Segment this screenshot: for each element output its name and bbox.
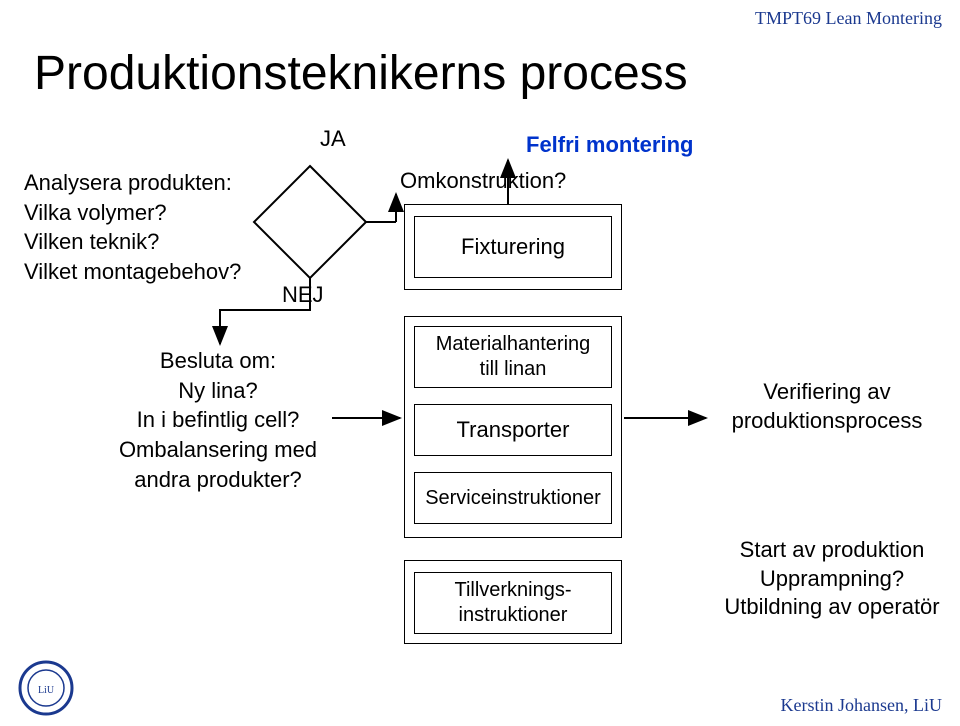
pp-inner-1-1: Transporter [414,404,612,456]
decide-line-4: andra produkter? [88,465,348,495]
decide-line-0: Besluta om: [88,346,348,376]
felfri-label: Felfri montering [526,132,693,158]
pp-inner-1-0: Materialhantering till linan [414,326,612,388]
right-start-block: Start av produktion Upprampning? Utbildn… [712,536,952,622]
pp-inner-1-2: Serviceinstruktioner [414,472,612,524]
decide-line-3: Ombalansering med [88,435,348,465]
pp-inner-2-0: Tillverknings- instruktioner [414,572,612,634]
analyze-line-3: Vilket montagebehov? [24,257,284,287]
right-start-line-1: Upprampning? [712,565,952,594]
decision-nej-label: NEJ [282,282,324,308]
right-start-line-2: Utbildning av operatör [712,593,952,622]
right-verify-line-0: Verifiering av [712,378,942,407]
pp-inner-0-0: Fixturering [414,216,612,278]
course-header: TMPT69 Lean Montering [755,8,942,29]
omkonstruktion-label: Omkonstruktion? [400,168,566,194]
right-verify-block: Verifiering av produktionsprocess [712,378,942,435]
right-start-line-0: Start av produktion [712,536,952,565]
page-title: Produktionsteknikerns process [34,46,688,101]
analyze-block: Analysera produkten: Vilka volymer? Vilk… [24,168,284,287]
decision-ja-label: JA [320,126,346,152]
university-seal-icon: LiU [18,660,74,716]
svg-text:LiU: LiU [38,685,55,696]
analyze-line-2: Vilken teknik? [24,227,284,257]
analyze-line-0: Analysera produkten: [24,168,284,198]
right-verify-line-1: produktionsprocess [712,407,942,436]
decide-block: Besluta om: Ny lina? In i befintlig cell… [88,346,348,494]
decide-line-1: Ny lina? [88,376,348,406]
analyze-line-1: Vilka volymer? [24,198,284,228]
footer-author: Kerstin Johansen, LiU [781,695,942,716]
decide-line-2: In i befintlig cell? [88,405,348,435]
